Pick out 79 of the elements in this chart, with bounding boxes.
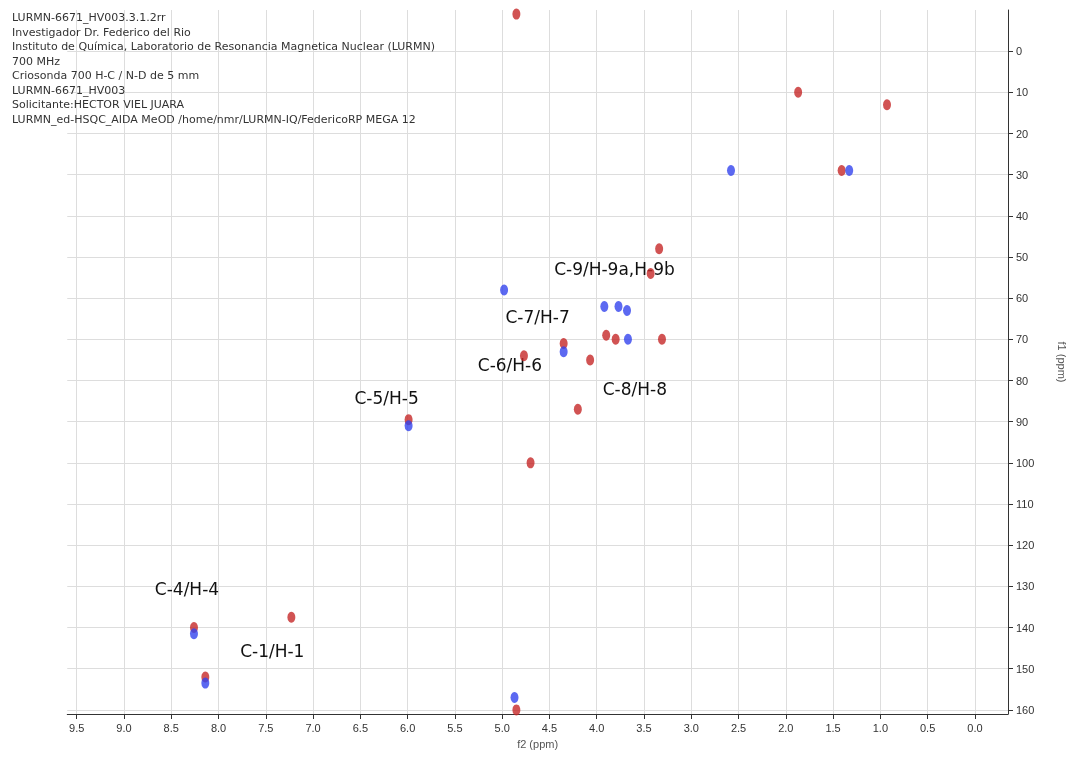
y-tick-label: 120	[1016, 539, 1035, 552]
x-tick-label: 7.0	[305, 721, 321, 734]
point	[189, 628, 198, 640]
point	[655, 243, 664, 255]
point	[657, 333, 666, 345]
annotation: LURMN-6671_HV003.3.1.2rr	[12, 11, 167, 24]
x-tick-label: 4.5	[541, 721, 558, 734]
x-tick-label: 2.0	[778, 721, 794, 734]
y-tick-label: 10	[1016, 86, 1029, 99]
y-tick-label: 90	[1016, 415, 1029, 428]
x-tick-label: 1.0	[872, 721, 889, 734]
x-tick-label: 0.5	[919, 721, 936, 734]
point	[404, 420, 413, 432]
x-tick-label: 3.5	[636, 721, 652, 734]
y-tick-label: 40	[1016, 209, 1029, 222]
x-tick-label: 2.5	[730, 721, 747, 734]
point	[611, 333, 620, 345]
y-tick-label: 80	[1016, 374, 1029, 387]
x-tick-label: 9.5	[69, 721, 85, 734]
point	[287, 611, 296, 623]
point	[600, 300, 609, 312]
annotation: C-5/H-5	[354, 387, 419, 408]
annotation: LURMN-6671_HV003	[12, 83, 126, 97]
x-tick-label: 9.0	[116, 721, 132, 734]
y-axis-title: f1 (ppm)	[1055, 341, 1068, 383]
point	[510, 692, 519, 704]
point	[614, 300, 623, 312]
point	[623, 333, 632, 345]
point	[586, 354, 595, 366]
point	[837, 165, 846, 177]
x-tick-label: 6.5	[352, 721, 368, 734]
y-tick-label: 110	[1016, 498, 1034, 511]
point	[573, 403, 582, 415]
point	[602, 329, 611, 341]
annotation: LURMN_ed-HSQC_AIDA MeOD /home/nmr/LURMN-IQ/FedericoRP MEGA 12	[12, 112, 416, 126]
annotation: C-6/H-6	[477, 354, 543, 375]
x-tick-label: 6.0	[399, 721, 416, 734]
x-tick-label: 8.0	[210, 721, 227, 734]
annotation: C-4/H-4	[154, 578, 220, 599]
y-tick-label: 30	[1016, 168, 1029, 181]
annotation: Solicitante:HECTOR VIEL JUARA	[12, 98, 185, 111]
point	[845, 165, 854, 177]
x-tick-label: 4.0	[589, 721, 605, 734]
x-tick-label: 0.0	[967, 721, 983, 734]
y-tick-label: 60	[1016, 292, 1029, 305]
annotation: Instituto de Química, Laboratorio de Resonancia Magnetica Nuclear (LURMN)	[12, 40, 435, 53]
y-tick-label: 140	[1016, 621, 1035, 634]
x-tick-label: 5.5	[447, 721, 463, 734]
x-axis-title: f2 (ppm)	[517, 737, 559, 750]
y-tick-label: 150	[1016, 662, 1035, 675]
annotation: C-1/H-1	[240, 640, 305, 661]
text: 700 MHz	[12, 54, 61, 68]
point	[882, 99, 891, 111]
point	[794, 86, 803, 98]
y-tick-label: 50	[1016, 251, 1029, 264]
x-tick-label: 3.0	[683, 721, 699, 734]
point	[526, 457, 535, 469]
annotation: C-9/H-9a,H-9b	[554, 259, 675, 280]
x-tick-label: 7.5	[258, 721, 274, 734]
point	[622, 305, 631, 317]
annotation: C-8/H-8	[602, 379, 667, 400]
y-tick-label: 160	[1016, 703, 1035, 716]
y-tick-label: 20	[1016, 127, 1029, 140]
x-tick-label: 8.5	[163, 721, 179, 734]
point	[512, 8, 521, 20]
y-tick-label: 70	[1016, 333, 1029, 346]
annotation: Investigador Dr. Federico del Rio	[12, 25, 192, 39]
y-tick-label: 100	[1016, 456, 1035, 469]
x-tick-label: 1.5	[825, 721, 841, 734]
annotation: Criosonda 700 H-C / N-D de 5 mm	[12, 69, 200, 82]
y-tick-label: 130	[1016, 580, 1035, 593]
point	[500, 284, 509, 296]
point	[559, 346, 568, 358]
x-tick-label: 5.0	[494, 721, 510, 734]
point	[512, 704, 521, 716]
point	[201, 677, 210, 689]
annotation: C-7/H-7	[505, 307, 570, 328]
y-tick-label: 0	[1016, 45, 1023, 58]
point	[726, 165, 735, 177]
